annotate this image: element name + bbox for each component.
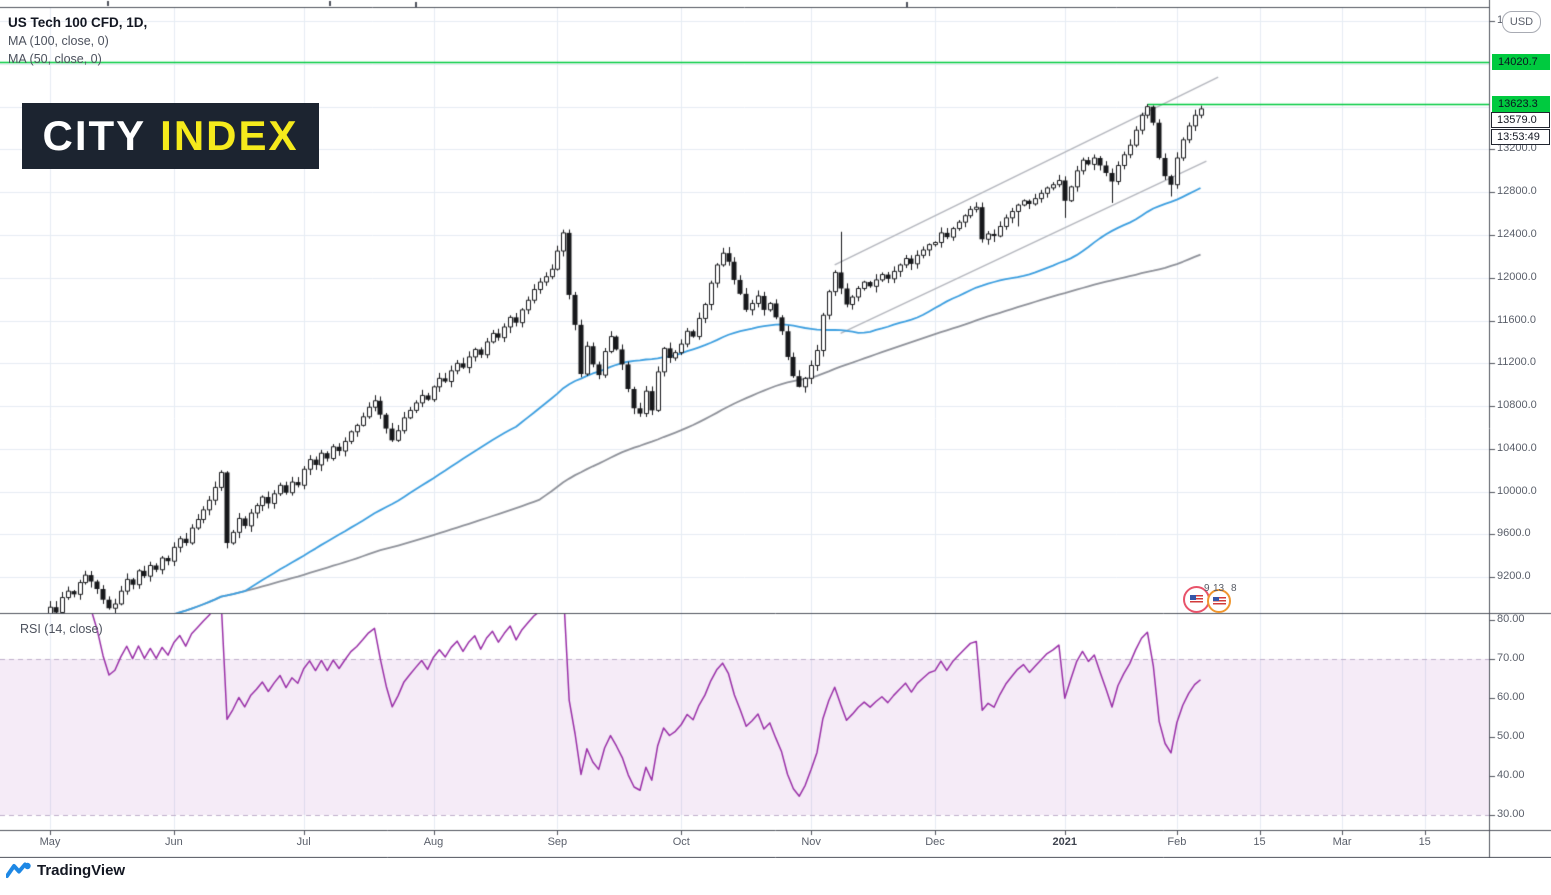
tradingview-icon (6, 862, 31, 878)
rsi-tick-label: 30.00 (1497, 808, 1525, 820)
time-tick-label: 15 (1253, 836, 1266, 848)
price-tick-label: 9200.0 (1497, 570, 1531, 583)
time-tick-label: 2021 (1052, 836, 1078, 848)
bar-countdown-timer: 13:53:49 (1491, 129, 1550, 145)
price-tick-label: 11600.0 (1497, 313, 1536, 326)
time-tick-label: Dec (925, 836, 945, 848)
price-tick-label: 10000.0 (1497, 484, 1537, 497)
us-flag-icon (1190, 595, 1203, 604)
price-tick-label: 13200.0 (1497, 142, 1537, 155)
time-tick-label: 15 (1418, 836, 1431, 848)
event-count: 8 (1231, 583, 1237, 594)
us-flag-icon (1212, 596, 1226, 606)
rsi-legend[interactable]: RSI (14, close) (20, 622, 103, 636)
event-count: 9 (1204, 583, 1210, 594)
time-tick-label: Jun (165, 836, 183, 848)
time-tick-label: Mar (1332, 836, 1352, 848)
time-tick-label: Nov (801, 836, 821, 848)
time-tick-label: Sep (547, 836, 568, 848)
logo-index-text: INDEX (160, 112, 299, 159)
price-tick-label: 12000.0 (1497, 270, 1537, 283)
price-tick-label: 9600.0 (1497, 527, 1531, 540)
rsi-tick-label: 40.00 (1497, 769, 1525, 781)
time-tick-label: Jul (296, 836, 311, 848)
event-count: 13 (1213, 583, 1225, 594)
price-tick-label: 10800.0 (1497, 399, 1537, 412)
ma50-legend[interactable]: MA (50, close, 0) (8, 52, 102, 66)
event-badges[interactable]: 9 13 8 (1183, 583, 1253, 613)
time-tick-label: May (39, 836, 61, 848)
price-tick-label: 11200.0 (1497, 356, 1536, 369)
city-index-logo: CITY INDEX (22, 103, 319, 169)
time-tick-label: Feb (1167, 836, 1187, 848)
tradingview-wordmark: TradingView (37, 862, 126, 879)
time-tick-label: Oct (672, 836, 690, 848)
last-price-label: 13579.0 (1491, 112, 1550, 128)
tradingview-attribution[interactable]: TradingView (6, 862, 125, 879)
rsi-tick-label: 60.00 (1497, 691, 1525, 703)
rsi-tick-label: 70.00 (1497, 652, 1525, 664)
price-tick-label: 12800.0 (1497, 185, 1537, 198)
price-tick-label: 10400.0 (1497, 441, 1537, 454)
price-tick-label: 12400.0 (1497, 228, 1537, 240)
rsi-tick-label: 50.00 (1497, 730, 1525, 742)
chart-legend: US Tech 100 CFD, 1D, MA (100, close, 0) … (8, 14, 147, 68)
ma100-legend[interactable]: MA (100, close, 0) (8, 34, 109, 48)
economic-event-icon[interactable] (1207, 589, 1231, 613)
symbol-title[interactable]: US Tech 100 CFD, 1D, (8, 15, 148, 30)
time-tick-label: Aug (423, 836, 444, 848)
logo-city-text: CITY (42, 112, 147, 159)
price-level-label: 14020.7 (1492, 53, 1550, 70)
rsi-tick-label: 80.00 (1497, 613, 1525, 625)
currency-toggle-button[interactable]: USD (1502, 11, 1541, 33)
price-level-label: 13623.3 (1492, 96, 1550, 113)
